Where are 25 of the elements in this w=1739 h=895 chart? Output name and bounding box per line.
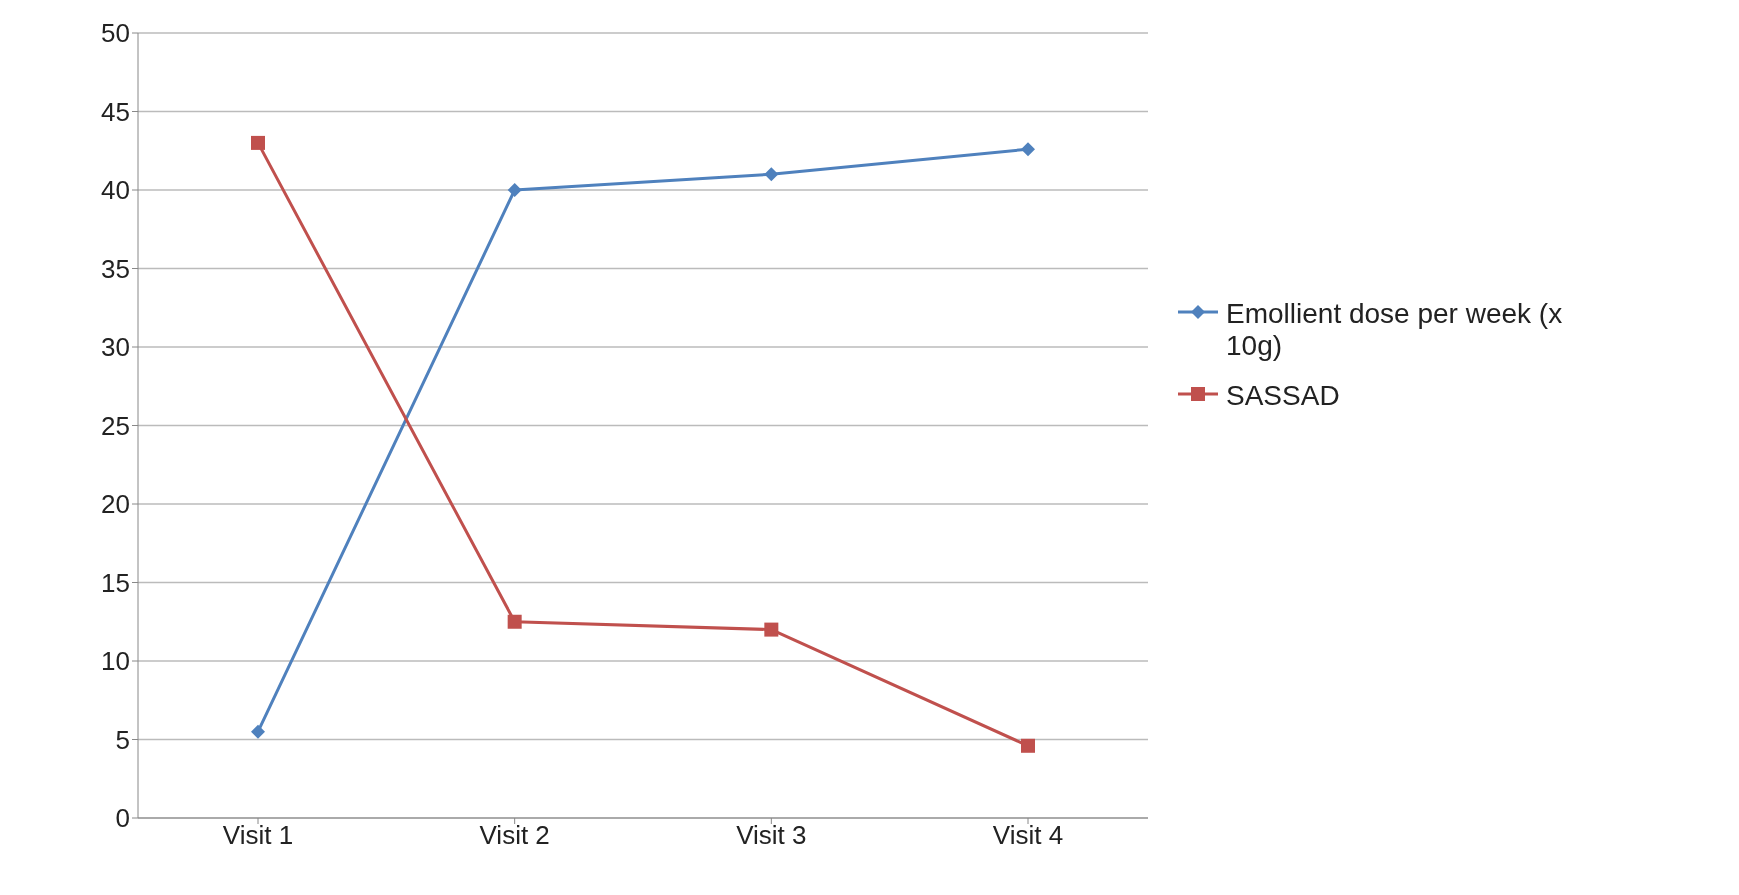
y-tick-label: 15 [101,567,130,598]
y-tick-label: 0 [115,803,130,834]
point [507,183,522,197]
point [764,167,779,182]
y-tick-label: 35 [101,253,130,284]
point [764,622,779,637]
y-tick-label: 5 [115,724,130,755]
y-tick-label: 50 [101,18,130,49]
legend-label: SASSAD [1226,380,1340,412]
x-tick-label: Visit 1 [222,820,294,851]
point [251,135,265,150]
y-tick-label: 40 [101,175,130,206]
point [1021,738,1035,753]
point [507,614,522,629]
point [251,724,265,739]
y-tick-label: 25 [101,410,130,441]
x-tick-label: Visit 3 [736,820,807,851]
y-tick-label: 45 [101,96,130,127]
x-tick-label: Visit 4 [992,820,1064,851]
legend-label: Emollient dose per week (x 10g) [1226,298,1564,362]
y-tick-label: 10 [101,646,130,677]
y-tick-label: 30 [101,332,130,363]
x-tick-label: Visit 2 [479,820,550,851]
point [1021,142,1035,157]
y-tick-label: 20 [101,489,130,520]
